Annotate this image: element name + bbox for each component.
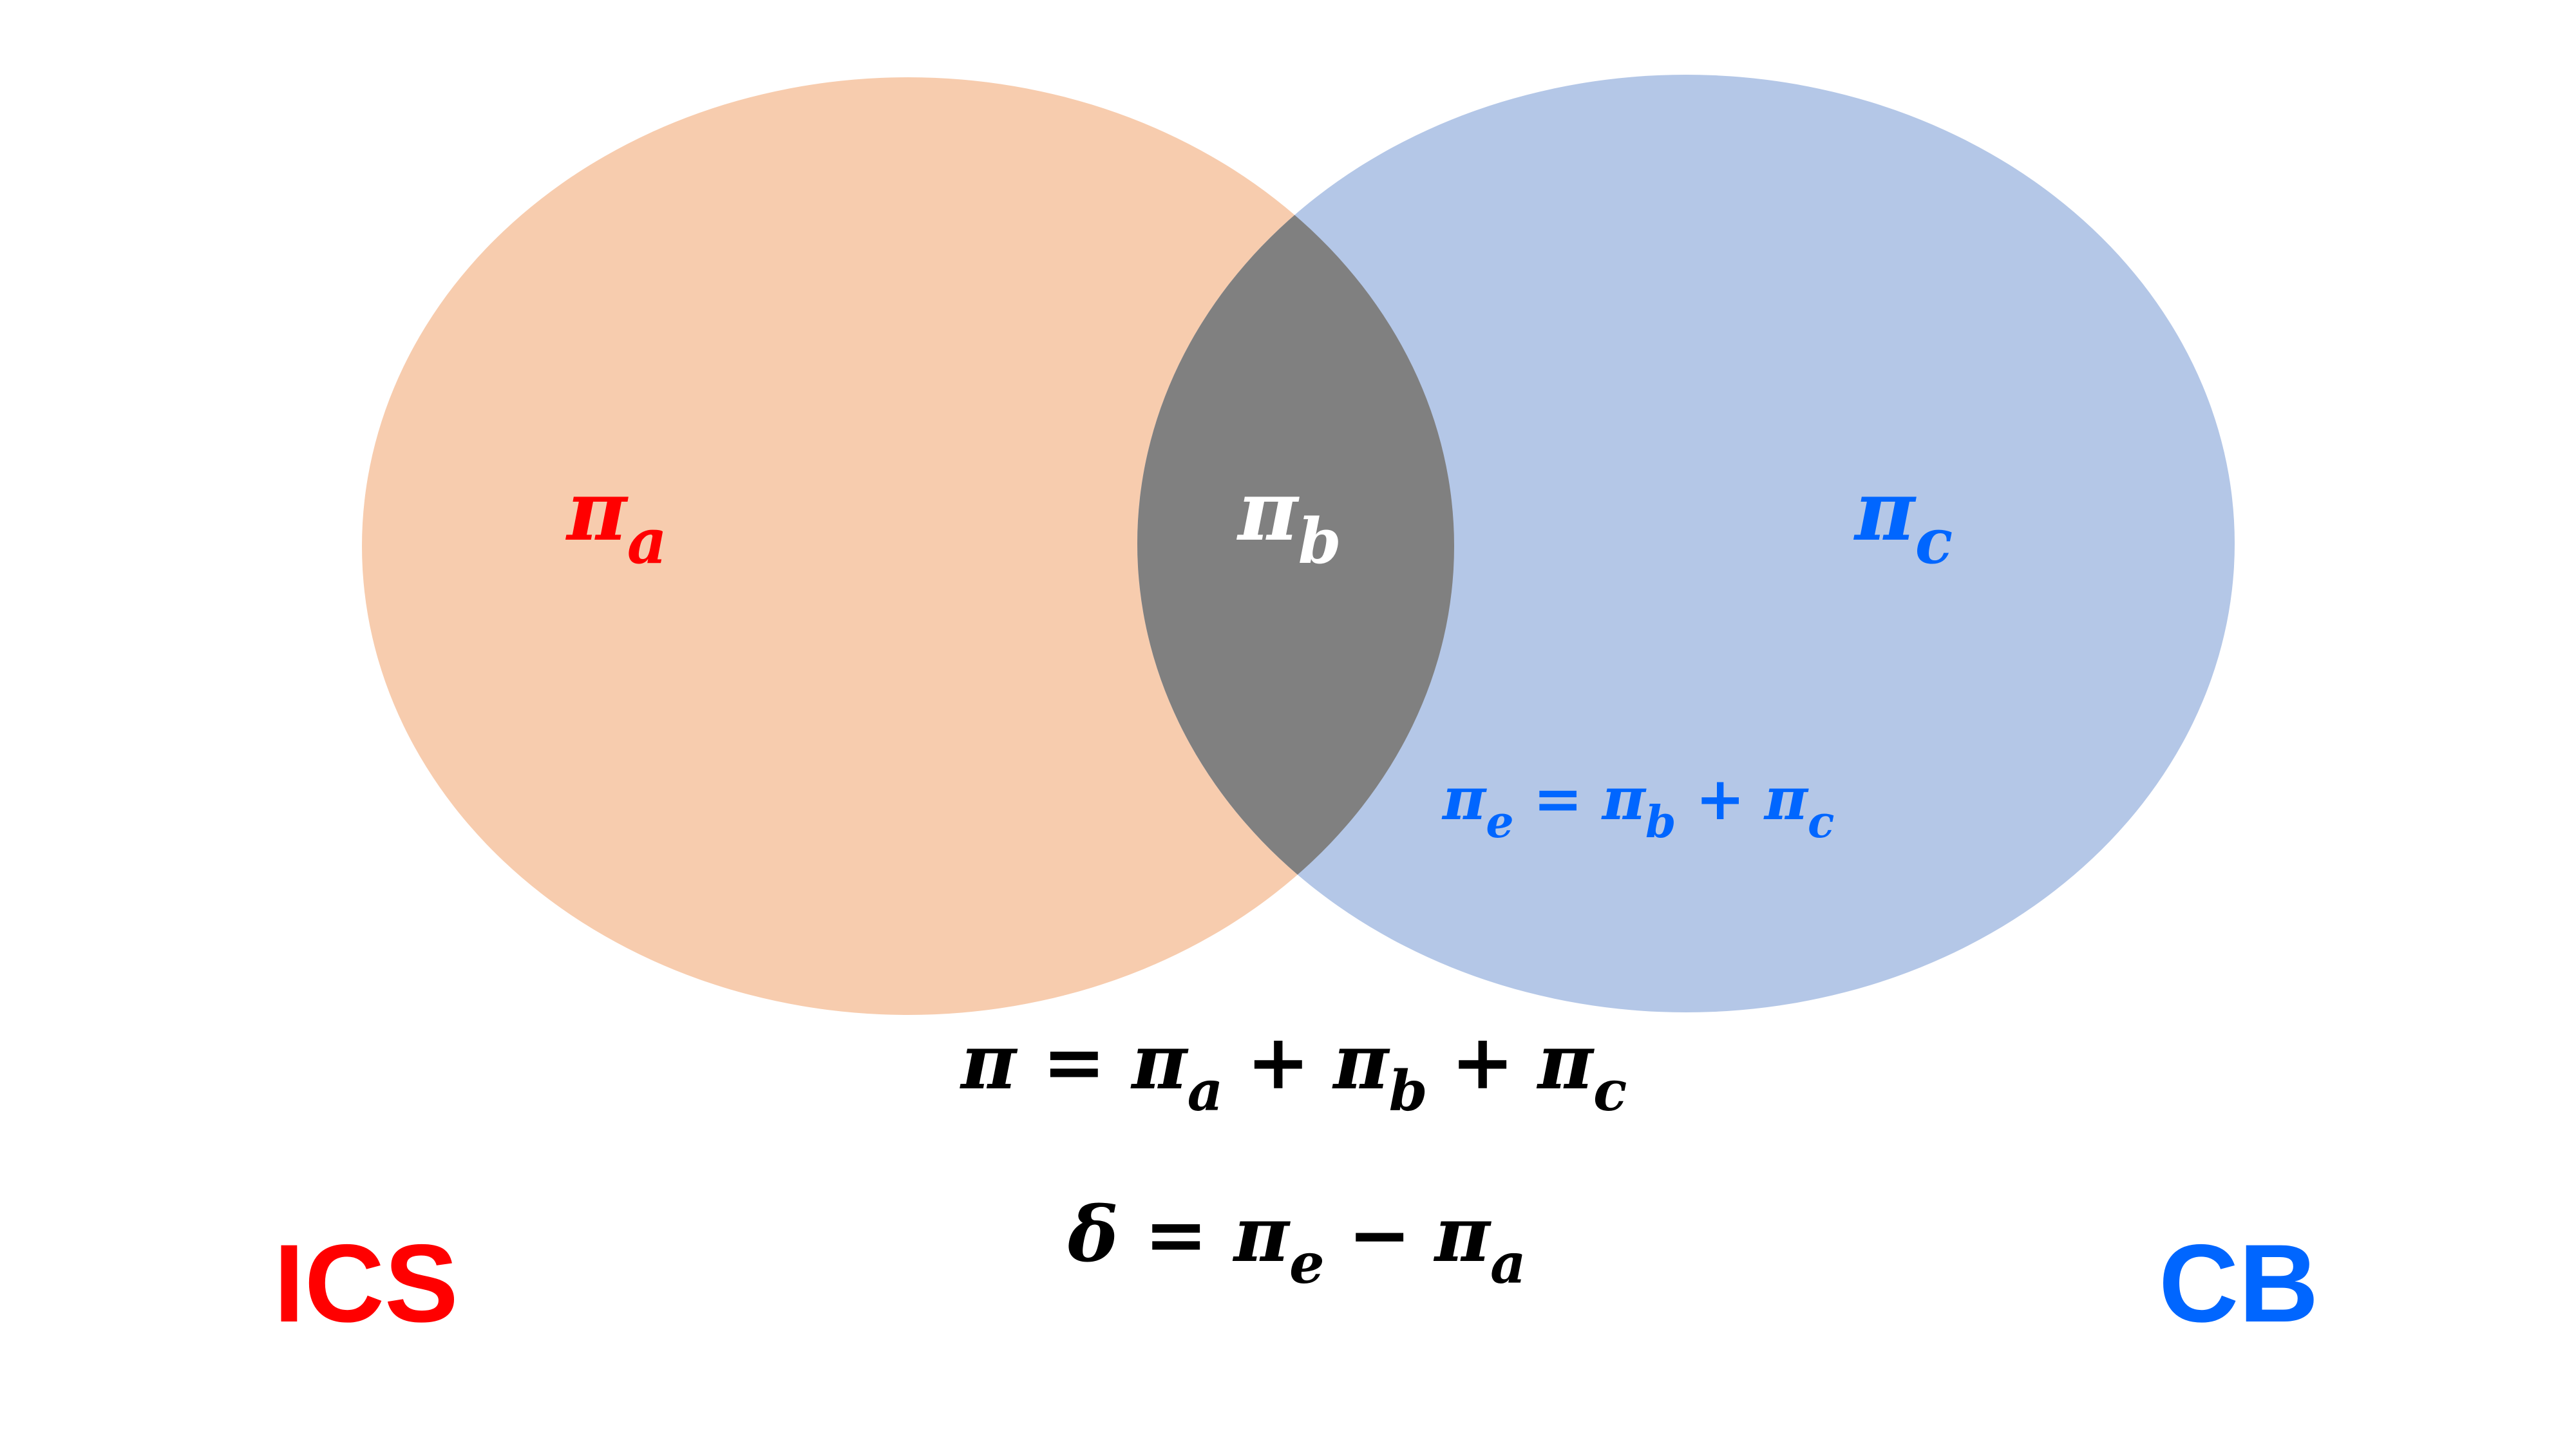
- pi-c-symbol: π: [1853, 463, 1917, 560]
- pi-a-subscript: a: [627, 505, 667, 578]
- region-label-pi-a: πa: [565, 463, 667, 578]
- equation-delta: δ = πe − πa: [1067, 1189, 1526, 1296]
- left-set-ellipse: [362, 77, 1454, 1015]
- pi-b-symbol: π: [1236, 463, 1300, 560]
- right-set-name: CB: [2159, 1222, 2318, 1345]
- left-set-name: ICS: [274, 1222, 459, 1345]
- pi-b-subscript: b: [1298, 505, 1341, 578]
- right-set-ellipse: [1137, 75, 2235, 1012]
- region-label-pi-c: πc: [1853, 463, 1953, 578]
- pi-a-symbol: π: [565, 463, 629, 560]
- equation-total: π = πa + πb + πc: [960, 1017, 1627, 1124]
- pi-e-annotation: πe = πb + πc: [1441, 764, 1834, 848]
- pi-c-subscript: c: [1915, 505, 1953, 578]
- region-label-pi-b: πb: [1236, 463, 1341, 578]
